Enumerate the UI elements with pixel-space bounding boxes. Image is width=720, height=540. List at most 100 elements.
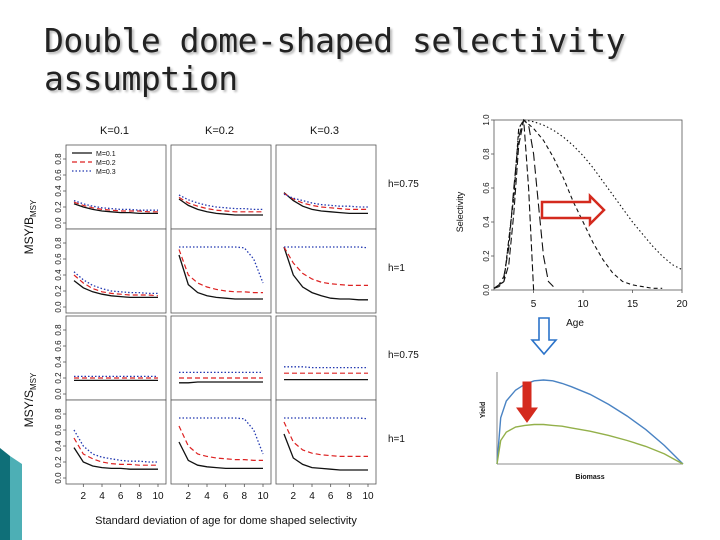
series-line-M-03	[178, 194, 263, 211]
y-tick-label: 0.4	[54, 185, 63, 197]
panel-frame	[170, 399, 272, 485]
legend-label: M=0.3	[96, 169, 116, 176]
series-line-M-02	[73, 437, 158, 466]
series-line-M-01	[283, 433, 368, 471]
x-tick-label: 2	[186, 491, 192, 502]
y-tick-label: 0.0	[54, 301, 63, 313]
y-tick-label: 0.2	[54, 372, 63, 384]
y-tick-label: 0.0	[54, 472, 63, 484]
series-line-M-02	[283, 421, 368, 457]
y-axis-label-top-subscript: MSY	[29, 199, 38, 217]
small-multiples-chart: K=0.1 K=0.2 K=0.3 h=0.75 h=1 h=0.75 h=1 0.0 0.2 0…	[22, 125, 419, 527]
x-tick-label: 20	[676, 299, 688, 310]
yield-curve	[496, 423, 684, 465]
x-tick-label: 6	[223, 491, 229, 502]
x-tick-label: 10	[257, 491, 269, 502]
y-tick-label: 0.8	[54, 237, 63, 249]
y-tick-label: 0.6	[482, 182, 491, 194]
x-tick-label: 15	[627, 299, 639, 310]
annotation-arrows	[516, 192, 606, 423]
series-line-M-01	[73, 203, 158, 215]
y-tick-label: 0.4	[54, 269, 63, 281]
selectivity-chart: 0.0 0.2 0.4 0.6 0.8 1.0 5 10 15 20 Selectivity Age	[455, 114, 688, 329]
y-tick-label: 0.4	[54, 440, 63, 452]
red-down-arrow	[516, 381, 538, 423]
y-tick-label: 0.6	[54, 169, 63, 181]
y-tick-label: 0.0	[54, 388, 63, 400]
series-line-M-03	[73, 199, 158, 211]
selectivity-curve	[493, 119, 683, 289]
blue-down-arrow	[530, 317, 558, 356]
panel-frame	[275, 144, 377, 230]
panel-frame	[275, 228, 377, 314]
y-tick-label: 0.4	[482, 216, 491, 228]
x-tick-label: 4	[309, 491, 315, 502]
left-accent-decoration	[0, 448, 22, 540]
y-tick-label: 0.2	[54, 285, 63, 297]
y-tick-label: 0.8	[54, 153, 63, 165]
row-label: h=0.75	[388, 179, 419, 190]
panel-frame	[170, 228, 272, 314]
series-line-M-03	[179, 246, 264, 284]
panel-frame	[65, 144, 167, 230]
x-tick-label: 2	[291, 491, 297, 502]
y-tick-label: 0.2	[54, 201, 63, 213]
x-tick-label: 5	[531, 299, 537, 310]
y-tick-label: 0.0	[482, 284, 491, 296]
x-tick-label: 8	[242, 491, 248, 502]
yield-curve	[496, 379, 684, 465]
series-line-M-02	[73, 274, 159, 297]
series-line-M-03	[73, 429, 158, 463]
x-tick-label: 10	[362, 491, 374, 502]
row-label: h=1	[388, 434, 405, 445]
series-line-M-02	[283, 192, 368, 210]
series-line-M-01	[283, 192, 368, 215]
y-tick-label: 0.6	[54, 340, 63, 352]
y-axis-label-top: MSY/BMSY	[22, 199, 38, 254]
x-axis-label: Standard deviation of age for dome shape…	[95, 515, 357, 527]
y-axis-label-top-main: MSY/B	[22, 217, 36, 254]
series-line-M-03	[179, 417, 264, 455]
x-tick-label: 6	[328, 491, 334, 502]
y-tick-label: 0.2	[482, 250, 491, 262]
series-line-M-01	[178, 441, 263, 470]
y-axis-label-bottom-subscript: MSY	[29, 372, 38, 390]
series-line-M-03	[284, 417, 369, 420]
y-tick-label: 1.0	[482, 114, 491, 126]
x-tick-label: 4	[204, 491, 210, 502]
x-tick-label: 10	[577, 299, 589, 310]
slide-title-line-1: Double dome-shaped selectivity	[44, 21, 626, 60]
y-tick-label: 0.8	[54, 324, 63, 336]
panel-frame	[65, 315, 167, 401]
panel-frame	[170, 315, 272, 401]
panel-frame	[65, 228, 167, 314]
column-header: K=0.2	[205, 125, 234, 137]
series-line-M-02	[178, 425, 263, 461]
y-axis-label-bottom-main: MSY/S	[22, 390, 36, 427]
selectivity-y-label: Selectivity	[455, 191, 465, 232]
selectivity-curve	[493, 119, 535, 291]
yield-biomass-chart: Yield Biomass	[480, 372, 684, 481]
panel-frame	[275, 315, 377, 401]
row-label: h=1	[388, 263, 405, 274]
y-tick-label: 0.8	[54, 408, 63, 420]
y-tick-label: 0.4	[54, 356, 63, 368]
series-line-M-01	[283, 246, 368, 301]
selectivity-x-label: Age	[566, 318, 584, 329]
legend-label: M=0.1	[96, 151, 116, 158]
series-line-M-01	[179, 381, 263, 384]
series-line-M-01	[178, 198, 263, 216]
series-line-M-02	[178, 249, 263, 294]
x-tick-label: 4	[99, 491, 105, 502]
series-line-M-03	[284, 246, 369, 249]
column-header: K=0.1	[100, 125, 129, 137]
series-line-M-03	[73, 271, 158, 295]
series-line-M-01	[73, 447, 158, 470]
x-tick-label: 8	[347, 491, 353, 502]
series-line-M-02	[178, 196, 263, 213]
legend-label: M=0.2	[96, 160, 116, 167]
column-header: K=0.3	[310, 125, 339, 137]
panel-frame	[275, 399, 377, 485]
row-label: h=0.75	[388, 350, 419, 361]
